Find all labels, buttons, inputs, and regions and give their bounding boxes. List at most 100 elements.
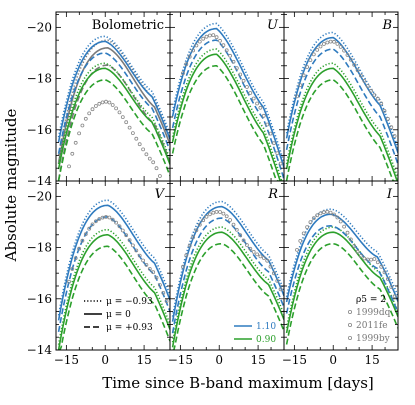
observation-point [342, 224, 347, 229]
observation-point [318, 211, 323, 216]
green-model-dotted-curve [171, 226, 284, 343]
observation-point [369, 257, 374, 262]
observation-point [241, 78, 246, 83]
panel-4: V −20 −18 −16 −14−15 0 15 [27, 180, 171, 367]
observation-point [124, 120, 129, 125]
blue-model-dashed-curve [57, 52, 170, 154]
observation-point [161, 290, 166, 295]
observation-point [372, 257, 377, 261]
observation-point [265, 122, 270, 127]
panel-plot-area [285, 31, 398, 181]
legend-label: 1.10 [256, 322, 276, 332]
observation-point [251, 249, 256, 254]
observation-point [248, 246, 253, 251]
observation-point [244, 243, 249, 247]
observation-point [315, 48, 320, 52]
gray-model-solid-curve [57, 46, 170, 164]
panel-5: R −15 0 15 [168, 180, 285, 367]
observation-point [271, 271, 276, 276]
panel-plot-area [171, 200, 284, 350]
observation-point [375, 260, 380, 265]
observation-point [278, 161, 283, 166]
observation-point [271, 141, 276, 146]
green-model-solid-curve [171, 231, 284, 348]
observation-point [265, 258, 270, 263]
observation-point [90, 107, 95, 112]
panel-title: V [155, 187, 166, 202]
y-tick-label: −18 [27, 72, 52, 86]
observation-point [355, 68, 360, 73]
observation-point [348, 237, 353, 242]
legend-label: μ = 0 [106, 310, 131, 320]
observation-point [261, 113, 266, 118]
x-tick-label: −15 [282, 353, 307, 367]
observation-point [251, 96, 256, 101]
panel-title: I [386, 187, 393, 202]
observation-point [338, 219, 343, 224]
observation-point [107, 100, 112, 105]
legend-label: 1999dq [356, 308, 391, 318]
observation-point [114, 106, 118, 111]
observation-point [268, 264, 273, 269]
observation-point [228, 218, 233, 222]
observation-point [110, 217, 115, 222]
observation-point [328, 210, 333, 215]
observation-point [358, 73, 363, 78]
observation-point [80, 238, 85, 243]
observation-point [255, 101, 260, 106]
observation-point [197, 222, 202, 227]
observation-point [365, 84, 370, 88]
observation-point [207, 212, 212, 217]
panel-6: I −15 0 15 [282, 180, 399, 367]
legend-label: 2011fe [356, 321, 388, 331]
observation-point [70, 267, 75, 271]
panel-title: Bolometric [92, 18, 164, 33]
observation-point [221, 43, 226, 48]
x-tick-label: 15 [364, 353, 379, 367]
observation-point [127, 238, 132, 243]
observation-point [385, 277, 390, 281]
observation-point [147, 266, 152, 271]
green-model-dashed-curve [58, 245, 170, 350]
observation-point [328, 39, 333, 44]
observation-point [114, 220, 118, 225]
observation-point [392, 294, 397, 299]
x-tick-label: −15 [168, 353, 193, 367]
blue-model-solid-curve [171, 205, 284, 322]
observation-point [67, 164, 71, 169]
observation-point [194, 228, 199, 233]
observation-point [255, 252, 260, 257]
observation-point [70, 151, 75, 156]
observation-point [117, 224, 122, 229]
gray-model-dashed-curve [57, 64, 170, 181]
observation-point [211, 210, 216, 215]
observation-point [164, 299, 169, 304]
observation-point [308, 58, 313, 62]
observation-point [110, 103, 115, 107]
observation-point [184, 62, 189, 67]
observation-point [375, 96, 380, 101]
x-tick-label: 15 [250, 353, 265, 367]
blue-model-dashed-curve [171, 39, 284, 180]
observation-point [385, 117, 390, 121]
observation-point [117, 110, 122, 115]
green-model-dashed-curve [171, 65, 284, 181]
x-tick-label: 0 [329, 353, 337, 367]
observation-point [348, 57, 353, 62]
y-tick-label: −18 [27, 241, 52, 255]
blue-model-dotted-curve [171, 22, 284, 163]
panel-plot-area [285, 208, 398, 345]
observation-point [301, 231, 306, 236]
legend-marker [347, 335, 352, 340]
green-model-dotted-curve [285, 62, 398, 179]
legend-marker [347, 322, 352, 327]
observation-point [389, 285, 394, 289]
observation-point [97, 101, 102, 106]
observation-point [104, 214, 108, 219]
observation-point [120, 115, 125, 119]
observation-point [224, 214, 229, 219]
green-model-dotted-curve [57, 228, 170, 345]
blue-model-solid-curve [57, 40, 170, 143]
gray-model-dotted-curve [57, 39, 170, 156]
legend-header: ρ5 = 2 [356, 295, 386, 305]
